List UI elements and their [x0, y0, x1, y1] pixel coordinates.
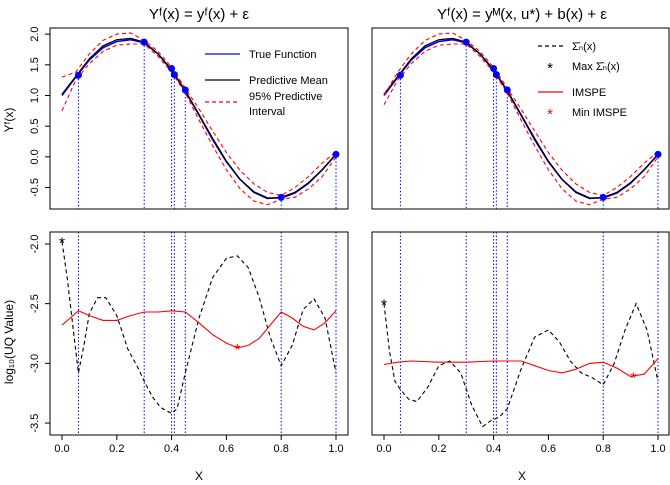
right-xlabel: X — [518, 469, 526, 483]
panels: -0.50.00.51.01.52.0-3.5-3.0-2.5-2.00.0 0.… — [29, 26, 670, 455]
design-point — [462, 38, 470, 46]
top-ylabel: Yᶠ(x) — [2, 108, 16, 133]
interval-line — [61, 32, 337, 197]
imspe-line — [61, 310, 337, 349]
y-tick-label: -0.5 — [29, 178, 41, 197]
legend-interval-line2: Interval — [249, 106, 285, 118]
legend-max-sigma-marker: * — [547, 60, 553, 77]
min-imspe-marker: * — [630, 370, 636, 387]
design-point — [181, 86, 189, 94]
design-point — [492, 71, 500, 79]
sigma-line — [61, 241, 337, 415]
legend-min-imspe: Min IMSPE — [572, 107, 627, 119]
plot-area — [61, 32, 340, 209]
y-tick-label: -2.0 — [29, 234, 41, 253]
plot-area — [383, 32, 662, 209]
design-point — [599, 193, 607, 201]
legend-min-imspe-marker: * — [547, 106, 553, 123]
panel-frame — [371, 231, 670, 436]
panel-frame — [49, 231, 349, 436]
legend-right: Σ̂ₙ(x) * Max Σ̂ₙ(x) IMSPE * Min IMSPE — [538, 41, 627, 123]
panel-top-left: -0.5 0.0 0.5 1.0 1.5 2.0 — [29, 26, 349, 210]
y-tick-label: -2.5 — [29, 294, 41, 313]
x-tick-label: 0.0 — [54, 443, 69, 455]
legend-true-function: True Function — [249, 49, 316, 61]
y-tick-label: 0.5 — [29, 119, 41, 134]
predictive-mean-line — [383, 37, 659, 200]
panel-top-right — [371, 27, 670, 210]
imspe-line — [383, 358, 659, 378]
design-point — [490, 64, 498, 72]
left-xlabel: X — [195, 469, 203, 483]
legend-sigma: Σ̂ₙ(x) — [572, 41, 596, 53]
true-function-line — [61, 38, 337, 199]
design-point — [654, 150, 662, 158]
design-point — [170, 71, 178, 79]
y-tick-label: 2.0 — [29, 26, 41, 41]
min-imspe-marker: * — [234, 342, 240, 359]
legend-imspe: IMSPE — [572, 87, 606, 99]
sigma-line — [383, 302, 659, 428]
interval-line — [383, 43, 659, 206]
x-tick-label: 0.2 — [109, 443, 124, 455]
panel-bottom-left: -3.5 -3.0 -2.5 -2.0 0.0 0.2 0.4 0.6 0.8 1.0 * * — [29, 231, 349, 455]
interval-line — [61, 43, 337, 206]
legend-max-sigma: Max Σ̂ₙ(x) — [572, 61, 620, 73]
design-point — [277, 193, 285, 201]
y-tick-label: 0.0 — [29, 149, 41, 164]
plot-area — [383, 232, 659, 435]
design-point — [140, 38, 148, 46]
x-tick-label: 0.4 — [486, 443, 501, 455]
design-point — [168, 64, 176, 72]
y-tick-label: 1.0 — [29, 88, 41, 103]
left-title: Yᶠ(x) = yᶠ(x) + ε — [149, 6, 250, 23]
max-sigma-marker: * — [381, 298, 387, 315]
x-tick-label: 1.0 — [650, 443, 665, 455]
y-tick-label: -3.5 — [29, 414, 41, 433]
design-point — [396, 71, 404, 79]
y-tick-label: 1.5 — [29, 57, 41, 72]
design-point — [74, 71, 82, 79]
legend-interval-line1: 95% Predictive — [249, 91, 322, 103]
design-point — [503, 86, 511, 94]
right-title: Yᶠ(x) = yᴹ(x, u*) + b(x) + ε — [437, 6, 607, 23]
legend-predictive-mean: Predictive Mean — [249, 75, 328, 87]
x-tick-label: 1.0 — [328, 443, 343, 455]
design-point — [332, 150, 340, 158]
interval-line — [383, 32, 659, 197]
panel-bottom-right: 0.0 0.2 0.4 0.6 0.8 1.0 * * — [371, 231, 670, 455]
x-tick-label: 0.2 — [431, 443, 446, 455]
y-tick-label: -3.0 — [29, 354, 41, 373]
predictive-mean-line — [61, 37, 337, 200]
x-tick-label: 0.6 — [219, 443, 234, 455]
panel-frame — [371, 27, 670, 210]
max-sigma-marker: * — [59, 236, 65, 253]
plot-area — [61, 232, 337, 435]
x-tick-label: 0.6 — [541, 443, 556, 455]
x-tick-label: 0.8 — [596, 443, 611, 455]
panel-frame — [49, 27, 349, 210]
x-tick-label: 0.4 — [164, 443, 179, 455]
x-tick-label: 0.8 — [274, 443, 289, 455]
bottom-ylabel: log₁₀(UQ Value) — [2, 300, 16, 384]
legend-left: True Function Predictive Mean 95% Predic… — [205, 49, 328, 118]
x-tick-label: 0.0 — [376, 443, 391, 455]
